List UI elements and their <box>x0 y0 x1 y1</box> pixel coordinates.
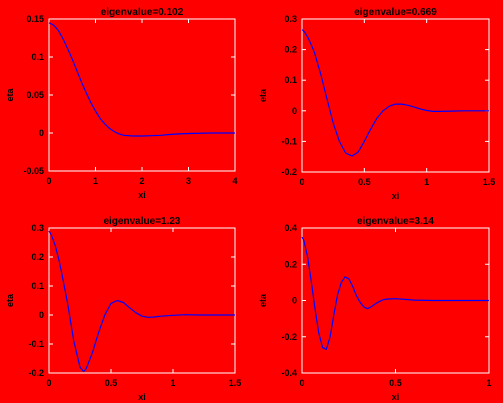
x-tick-label: 1 <box>170 378 175 388</box>
y-tick-label: 0 <box>39 128 44 138</box>
y-tick-label: 0.05 <box>26 90 44 100</box>
y-tick-label: 0.3 <box>284 14 297 24</box>
y-tick-label: 0.1 <box>31 281 44 291</box>
chart-title: eigenvalue=0.102 <box>101 7 184 18</box>
series-line-1 <box>48 22 235 137</box>
y-tick-label: 0.3 <box>31 223 44 233</box>
x-tick-label: 0 <box>299 378 304 388</box>
y-tick-label: 0 <box>292 106 297 116</box>
y-tick-label: 0.4 <box>284 223 297 233</box>
y-tick-label: 0.2 <box>31 252 44 262</box>
x-tick-label: 1.5 <box>229 378 242 388</box>
series-line-1 <box>301 236 489 350</box>
x-axis-label: xi <box>392 191 400 201</box>
x-tick-label: 3 <box>186 176 191 186</box>
y-tick-label: -0.2 <box>281 167 297 177</box>
series-line-1 <box>48 230 235 373</box>
y-tick-label: -0.2 <box>281 332 297 342</box>
series-line-1 <box>301 29 489 157</box>
chart-title: eigenvalue=3.14 <box>357 216 434 227</box>
x-tick-label: 0.5 <box>389 378 402 388</box>
axes-frame <box>48 18 236 172</box>
x-tick-label: 4 <box>232 176 237 186</box>
x-tick-label: 1 <box>93 176 98 186</box>
x-tick-label: 0 <box>46 176 51 186</box>
plot-panel-4: 0 0.5 1 -0.4 -0.2 0 0.2 0.4 eigenvalue=3.14 xi eta <box>258 216 492 402</box>
y-tick-label: 0 <box>39 310 44 320</box>
y-tick-label: -0.1 <box>281 136 297 146</box>
y-tick-label: 0.2 <box>284 259 297 269</box>
x-axis-label: xi <box>392 392 400 402</box>
x-axis-label: xi <box>138 392 146 402</box>
x-tick-label: 2 <box>139 176 144 186</box>
y-tick-label: 0.2 <box>284 45 297 55</box>
y-tick-label: 0.1 <box>31 52 44 62</box>
y-tick-label: 0.15 <box>26 14 44 24</box>
x-tick-label: 1.5 <box>483 177 496 187</box>
y-axis-label: eta <box>5 293 15 307</box>
x-axis-label: xi <box>138 190 146 200</box>
x-tick-label: 0 <box>46 378 51 388</box>
y-tick-label: -0.2 <box>28 368 44 378</box>
chart-title: eigenvalue=0.669 <box>354 7 437 18</box>
y-axis-label: eta <box>258 88 268 102</box>
y-tick-label: -0.05 <box>23 166 44 176</box>
x-tick-label: 0 <box>299 177 304 187</box>
y-axis-label: eta <box>5 88 15 102</box>
x-tick-label: 0.5 <box>105 378 118 388</box>
x-tick-label: 0.5 <box>358 177 371 187</box>
y-tick-label: 0.1 <box>284 75 297 85</box>
plot-panel-3: 0 0.5 1 1.5 -0.2 -0.1 0 0.1 0.2 0.3 eigenvalue=1.2… <box>5 216 241 402</box>
y-axis-label: eta <box>258 293 268 307</box>
x-tick-label: 1 <box>424 177 429 187</box>
x-tick-label: 1 <box>486 378 491 388</box>
y-tick-label: -0.1 <box>28 339 44 349</box>
axes-frame <box>48 227 236 374</box>
axes-frame <box>301 18 490 173</box>
y-tick-label: -0.4 <box>281 368 297 378</box>
plot-panel-2: 0 0.5 1 1.5 -0.2 -0.1 0 0.1 0.2 0.3 eigenvalue=0.6… <box>258 7 495 201</box>
y-tick-label: 0 <box>292 296 297 306</box>
chart-title: eigenvalue=1.23 <box>104 216 181 227</box>
plot-panel-1: 0 1 2 3 4-0.0500.050.10.15eigenvalue=0.102xi… <box>5 7 238 200</box>
